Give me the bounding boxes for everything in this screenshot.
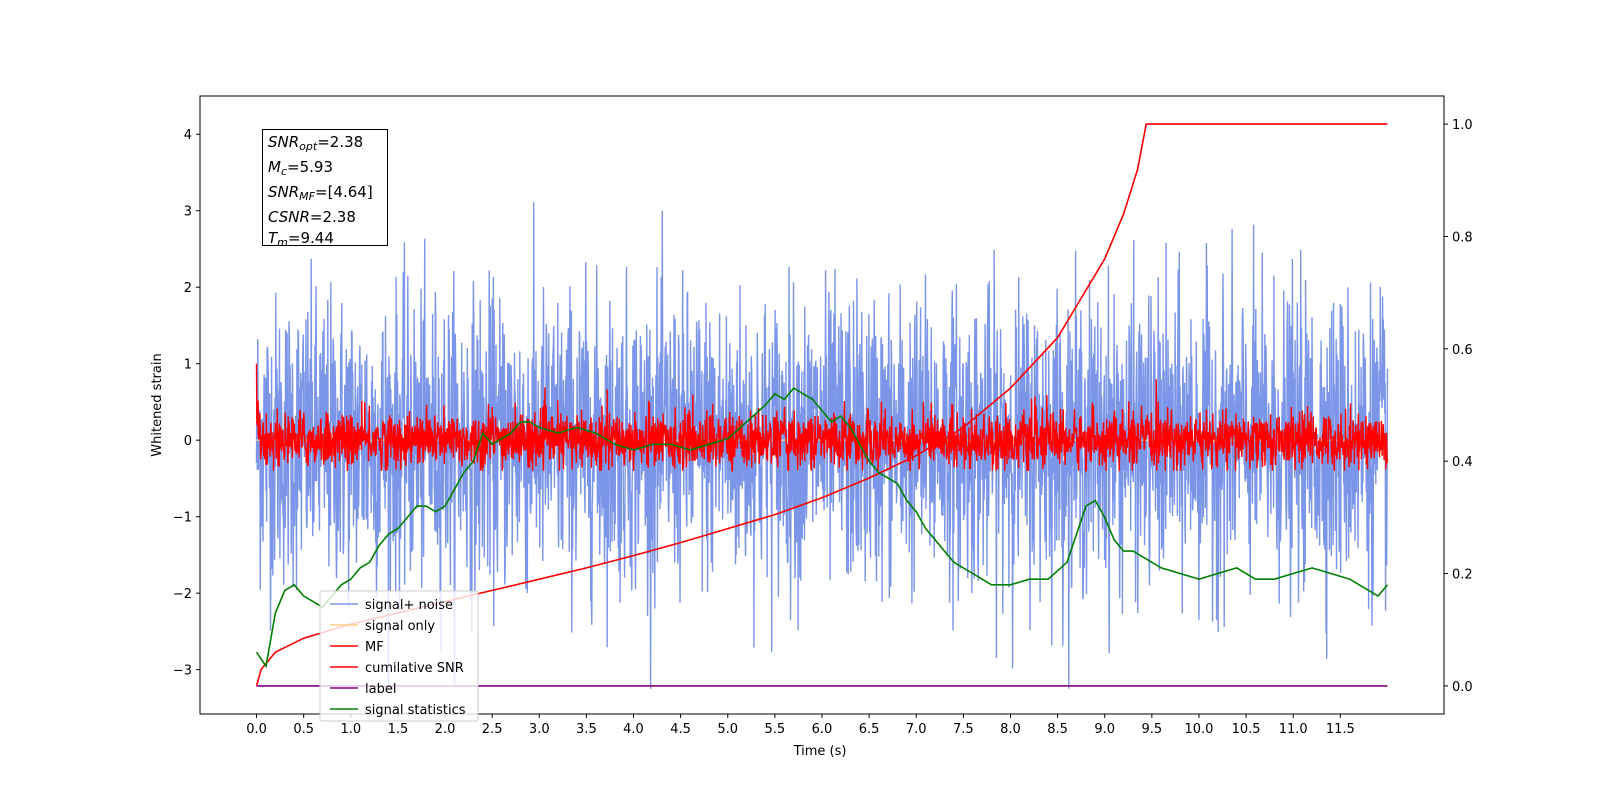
x-tick-label: 0.0 (246, 722, 267, 737)
y-tick-label: 2 (184, 281, 192, 296)
stats-row: SNRMF=[4.64] (268, 182, 387, 207)
y2-tick-label: 1.0 (1452, 118, 1473, 133)
x-tick-label: 4.0 (623, 722, 644, 737)
stats-value: =5.93 (287, 158, 333, 176)
y2-tick-label: 0.0 (1452, 680, 1473, 695)
x-tick-label: 6.5 (859, 722, 880, 737)
legend-label: signal statistics (365, 703, 466, 718)
x-axis: 0.0 0.5 1.0 1.5 2.0 2.5 3.0 3.5 4.0 4.5 5.0 5.5 6.0 6… (246, 714, 1355, 737)
x-tick-label: 3.0 (529, 722, 550, 737)
stats-row: Mc=5.93 (268, 157, 387, 182)
y-tick-label: 4 (184, 128, 192, 143)
stats-subscript: MF (299, 190, 315, 203)
x-tick-label: 1.5 (388, 722, 409, 737)
x-axis-label: Time (s) (793, 744, 847, 759)
x-tick-label: 9.5 (1142, 722, 1163, 737)
stats-row: SNRopt=2.38 (268, 132, 387, 157)
x-tick-label: 5.0 (717, 722, 738, 737)
stats-value: =9.44 (287, 229, 334, 247)
legend-label: MF (365, 640, 384, 655)
y-tick-label: 3 (184, 205, 192, 220)
x-tick-label: 1.0 (340, 722, 361, 737)
x-tick-label: 11.0 (1279, 722, 1308, 737)
stats-symbol: T (268, 229, 278, 247)
x-tick-label: 8.0 (1000, 722, 1021, 737)
x-tick-label: 2.0 (435, 722, 456, 737)
stats-value: =[4.64] (315, 183, 373, 201)
stats-row: CSNR=2.38 (268, 207, 387, 228)
stats-value: =2.38 (317, 133, 364, 151)
x-tick-label: 8.5 (1047, 722, 1068, 737)
x-tick-label: 10.0 (1184, 722, 1213, 737)
x-tick-label: 9.0 (1094, 722, 1115, 737)
x-tick-label: 7.5 (953, 722, 974, 737)
y-tick-label: −1 (173, 511, 192, 526)
y-axis-left: 4 3 2 1 0 −1 −2 −3 (173, 128, 200, 679)
stats-symbol: SNR (268, 183, 300, 201)
stats-symbol: SNR (268, 133, 300, 151)
x-tick-label: 11.5 (1326, 722, 1355, 737)
x-tick-label: 7.0 (906, 722, 927, 737)
stats-symbol: M (268, 158, 281, 176)
x-tick-label: 0.5 (293, 722, 314, 737)
x-tick-label: 2.5 (482, 722, 503, 737)
series-signal-noise (255, 202, 1389, 689)
x-tick-label: 3.5 (576, 722, 597, 737)
stats-subscript: c (280, 165, 288, 178)
stats-subscript: opt (299, 140, 318, 153)
stats-annotation: SNRopt=2.38 Mc=5.93 SNRMF=[4.64] CSNR=2.38 T… (262, 129, 388, 249)
series-signal-statistics (255, 387, 1389, 669)
stats-row: Tm=9.44 (268, 228, 387, 253)
stats-value: =2.38 (309, 208, 356, 226)
legend-label: signal only (365, 619, 435, 634)
x-tick-label: 5.5 (765, 722, 786, 737)
series-mf (255, 363, 1389, 472)
stats-subscript: m (277, 236, 288, 249)
y2-tick-label: 0.8 (1452, 230, 1473, 245)
legend: signal+ noise signal only MF cumilative SNR… (319, 590, 479, 722)
x-tick-label: 10.5 (1232, 722, 1261, 737)
y-tick-label: 0 (184, 434, 192, 449)
legend-frame (319, 590, 479, 722)
legend-label: signal+ noise (365, 598, 453, 613)
y2-tick-label: 0.4 (1452, 455, 1473, 470)
legend-label: label (365, 682, 396, 697)
y-tick-label: 1 (184, 358, 192, 373)
y-tick-label: −3 (173, 664, 192, 679)
x-tick-label: 6.0 (812, 722, 833, 737)
legend-label: cumilative SNR (365, 661, 464, 676)
y2-tick-label: 0.2 (1452, 568, 1473, 583)
y-tick-label: −2 (173, 587, 192, 602)
stats-symbol: CSNR (268, 208, 310, 226)
y2-tick-label: 0.6 (1452, 343, 1473, 358)
x-tick-label: 4.5 (670, 722, 691, 737)
y-axis-right: 1.0 0.8 0.6 0.4 0.2 0.0 (1444, 118, 1473, 695)
y-axis-label: Whitened strain (150, 353, 165, 456)
